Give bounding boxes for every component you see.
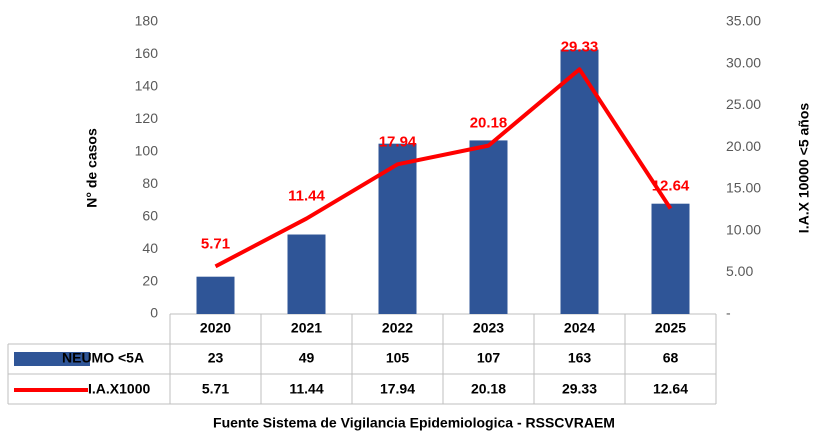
table-value: 11.44 (289, 381, 323, 397)
table-value: 105 (386, 350, 410, 366)
table-value: 29.33 (562, 381, 597, 397)
x-tick-label: 2020 (200, 320, 231, 336)
source: Fuente Sistema de Vigilancia Epidemiolog… (213, 415, 615, 431)
data-label: 12.64 (652, 178, 690, 195)
y-tick-label: 20 (142, 272, 158, 288)
bar (560, 49, 599, 314)
y-tick-label: 120 (135, 110, 159, 126)
table-value: 49 (299, 350, 315, 366)
bar (196, 276, 235, 314)
y2-tick-label: 15.00 (726, 180, 761, 196)
table-value: 20.18 (471, 381, 506, 397)
data-label: 5.71 (201, 235, 230, 252)
table-value: 12.64 (653, 381, 688, 397)
x-tick-label: 2025 (655, 320, 686, 336)
y2-tick-label: 35.00 (726, 13, 761, 29)
data-label: 20.18 (470, 115, 508, 132)
y2-tick-label: 10.00 (726, 221, 761, 237)
table-value: 5.71 (202, 381, 229, 397)
x-tick-label: 2022 (382, 320, 413, 336)
y-tick-label: 180 (135, 13, 159, 29)
legend-label: NEUMO <5A (62, 350, 144, 366)
bar (469, 140, 508, 314)
y-tick-label: 0 (150, 305, 158, 321)
y-tick-label: 40 (142, 240, 158, 256)
data-label: 17.94 (379, 133, 417, 150)
y2-tick-label: 5.00 (726, 263, 753, 279)
y-tick-label: 60 (142, 207, 158, 223)
y2-axis-label: I.A.X 10000 <5 años (796, 103, 812, 234)
bar (651, 203, 690, 314)
table-value: 23 (208, 350, 224, 366)
y-tick-label: 140 (135, 78, 159, 94)
line (214, 67, 673, 269)
y2-tick-label: 20.00 (726, 138, 761, 154)
y-tick-label: 80 (142, 175, 158, 191)
y-axis-label: N° de casos (84, 128, 100, 208)
data-label: 11.44 (288, 188, 325, 205)
legend-label: I.A.X1000 (88, 381, 150, 397)
legend-swatch (14, 352, 90, 366)
data-label: 29.33 (561, 38, 599, 55)
x-tick-label: 2023 (473, 320, 504, 336)
y-tick-label: 160 (135, 45, 159, 61)
bar (287, 234, 326, 314)
bar (378, 143, 417, 314)
table-value: 163 (568, 350, 592, 366)
y2-tick-label: - (726, 305, 731, 321)
x-tick-label: 2024 (564, 320, 595, 336)
y-tick-label: 100 (135, 142, 159, 158)
x-tick-label: 2021 (291, 320, 322, 336)
y2-tick-label: 25.00 (726, 96, 761, 112)
table-value: 107 (477, 350, 501, 366)
table-value: 68 (663, 350, 679, 366)
table-value: 17.94 (380, 381, 415, 397)
y2-tick-label: 30.00 (726, 54, 761, 70)
